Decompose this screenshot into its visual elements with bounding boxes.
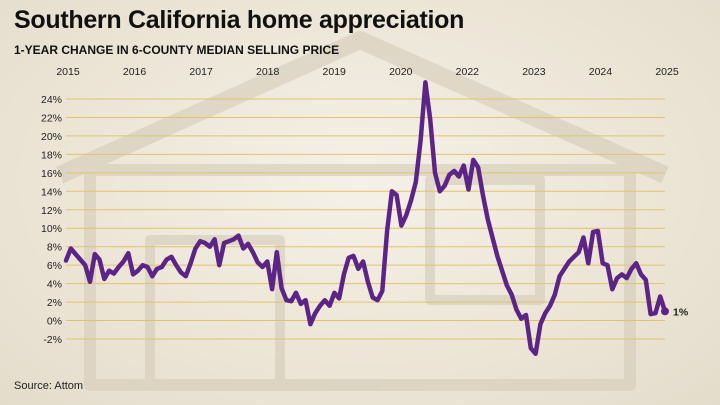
y-tick-label: 12% — [41, 205, 62, 217]
chart-subtitle: 1-YEAR CHANGE IN 6-COUNTY MEDIAN SELLING… — [14, 43, 340, 57]
x-tick-label: 2023 — [522, 66, 546, 78]
chart-title: Southern California home appreciation — [14, 6, 465, 34]
series-line — [63, 80, 668, 357]
x-tick-label: 2025 — [655, 66, 679, 78]
end-value-label: 1% — [673, 306, 689, 318]
y-tick-label: 16% — [41, 168, 62, 180]
x-tick-label: 2024 — [589, 66, 613, 78]
y-tick-label: 24% — [41, 94, 62, 106]
y-tick-label: 20% — [41, 131, 62, 143]
y-tick-label: 8% — [47, 242, 62, 254]
y-tick-label: 4% — [47, 279, 62, 291]
y-tick-label: 22% — [41, 112, 62, 124]
y-tick-label: 6% — [47, 260, 62, 272]
y-tick-label: 0% — [47, 316, 62, 328]
x-tick-label: 2019 — [323, 66, 347, 78]
x-axis-ticks: 2015 2016 2017 2018 2019 2020 2022 2023 2024 2025 — [56, 66, 679, 78]
x-tick-label: 2017 — [189, 66, 213, 78]
x-tick-label: 2020 — [389, 66, 413, 78]
end-point-marker — [661, 307, 669, 316]
y-tick-label: 10% — [41, 223, 62, 235]
x-tick-label: 2018 — [256, 66, 280, 78]
y-tick-label: 14% — [41, 186, 62, 198]
x-tick-label: 2016 — [123, 66, 147, 78]
source-note: Source: Attom — [14, 380, 84, 392]
y-tick-label: -2% — [43, 334, 62, 346]
x-tick-label: 2022 — [456, 66, 480, 78]
house-watermark — [56, 31, 669, 391]
y-tick-label: 2% — [47, 297, 62, 309]
x-tick-label: 2015 — [56, 66, 80, 78]
y-tick-label: 18% — [41, 149, 62, 161]
y-axis-ticks: 24% 22% 20% 18% 16% 14% 12% 10% 8% 6% 4% 2% 0% -2% — [41, 94, 62, 346]
